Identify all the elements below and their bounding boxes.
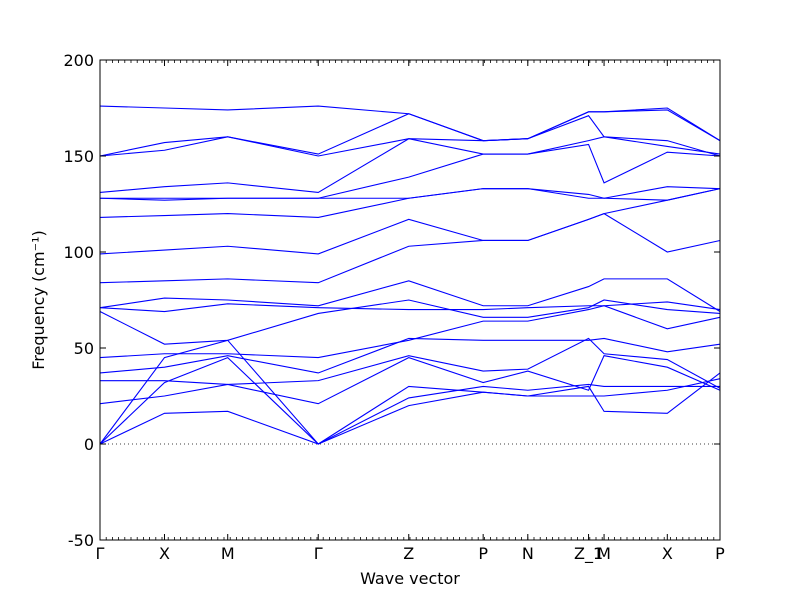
x-tick-label-6: N bbox=[522, 544, 534, 563]
phonon-bands bbox=[99, 105, 721, 445]
x-axis-ticks: Γ X M Γ Z P N Z_1M X P bbox=[96, 60, 725, 564]
y-tick-label: -50 bbox=[68, 531, 94, 550]
x-tick-label-5: P bbox=[478, 544, 488, 563]
band-line-9 bbox=[99, 301, 721, 313]
x-tick-label-0: Γ bbox=[96, 544, 105, 563]
band-line-4 bbox=[99, 355, 721, 405]
plot-frame bbox=[99, 59, 721, 541]
band-line-16 bbox=[99, 136, 721, 194]
x-tick-label-8: M bbox=[597, 544, 611, 563]
y-tick-label: 0 bbox=[84, 435, 94, 454]
x-axis-label: Wave vector bbox=[360, 569, 460, 588]
y-tick-label: 50 bbox=[74, 339, 94, 358]
band-line-10 bbox=[99, 278, 721, 312]
band-line-8 bbox=[99, 299, 721, 345]
band-line-2 bbox=[99, 356, 721, 445]
y-tick-label: 200 bbox=[63, 51, 94, 70]
band-line-7 bbox=[99, 305, 721, 359]
x-tick-label-3: Γ bbox=[314, 544, 323, 563]
y-axis-ticks: -50 0 50 100 150 200 bbox=[63, 51, 720, 550]
band-line-6 bbox=[99, 337, 721, 374]
x-tick-label-2: M bbox=[221, 544, 235, 563]
y-tick-label: 100 bbox=[63, 243, 94, 262]
band-line-19 bbox=[99, 105, 721, 142]
band-line-14 bbox=[99, 186, 721, 201]
x-tick-label-9: X bbox=[662, 544, 673, 563]
y-tick-label: 150 bbox=[63, 147, 94, 166]
band-line-12 bbox=[99, 188, 721, 255]
y-axis-label: Frequency (cm⁻¹) bbox=[29, 230, 48, 369]
band-line-3 bbox=[99, 339, 720, 445]
x-tick-label-7: Z_1 bbox=[574, 544, 603, 564]
band-line-5 bbox=[100, 337, 721, 389]
x-tick-label-1: X bbox=[159, 544, 170, 563]
x-tick-label-10: P bbox=[715, 544, 725, 563]
x-tick-label-4: Z bbox=[403, 544, 414, 563]
